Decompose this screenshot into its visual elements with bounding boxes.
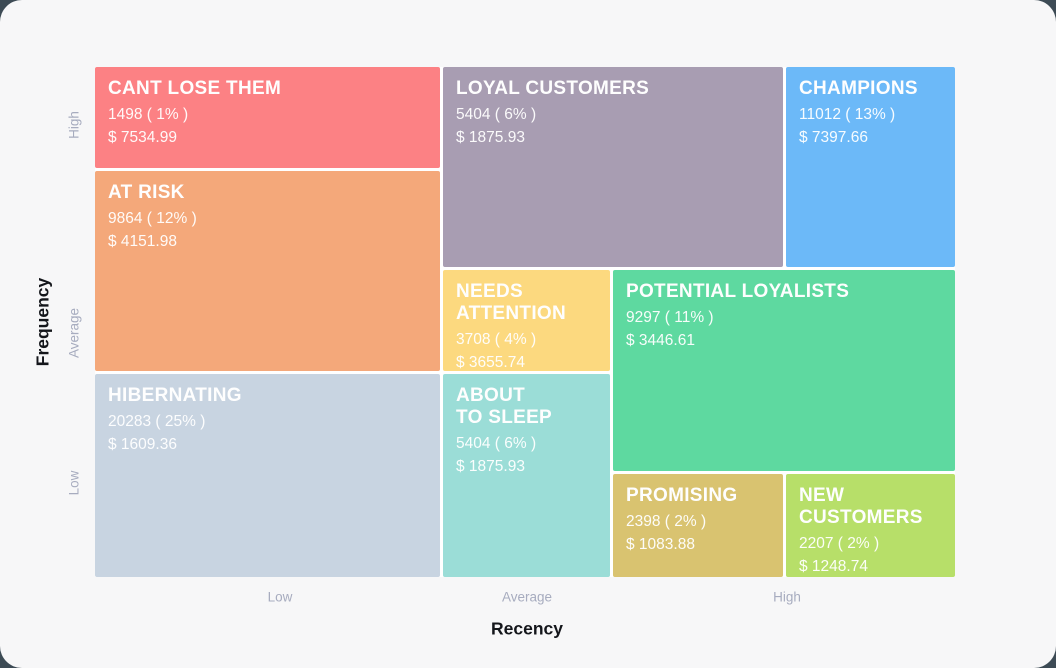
rfm-treemap: CANT LOSE THEM 1498 ( 1% ) $ 7534.99 LOY… [95, 67, 955, 577]
segment-title: POTENTIAL LOYALISTS [626, 281, 850, 302]
segment-title: NEEDS ATTENTION [456, 281, 567, 324]
segment-monetary: $ 7534.99 [108, 129, 177, 146]
segment-new-customers[interactable]: NEW CUSTOMERS 2207 ( 2% ) $ 1248.74 [786, 474, 955, 577]
segment-cant-lose-them[interactable]: CANT LOSE THEM 1498 ( 1% ) $ 7534.99 [95, 67, 440, 168]
segment-potential-loyalists[interactable]: POTENTIAL LOYALISTS 9297 ( 11% ) $ 3446.… [613, 270, 955, 471]
segment-title: ABOUT TO SLEEP [456, 385, 553, 428]
y-tick-low: Low [66, 470, 82, 496]
segment-count: 2398 ( 2% ) [626, 513, 707, 530]
segment-monetary: $ 3655.74 [456, 354, 525, 371]
segment-champions[interactable]: CHAMPIONS 11012 ( 13% ) $ 7397.66 [786, 67, 955, 267]
segment-count: 20283 ( 25% ) [108, 413, 206, 430]
x-tick-high: High [773, 589, 801, 605]
segment-title: AT RISK [108, 182, 185, 203]
segment-hibernating[interactable]: HIBERNATING 20283 ( 25% ) $ 1609.36 [95, 374, 440, 577]
segment-count: 9297 ( 11% ) [626, 309, 714, 326]
segment-monetary: $ 7397.66 [799, 129, 868, 146]
segment-title: PROMISING [626, 485, 738, 506]
segment-count: 9864 ( 12% ) [108, 210, 197, 227]
x-tick-average: Average [501, 589, 553, 605]
segment-loyal-customers[interactable]: LOYAL CUSTOMERS 5404 ( 6% ) $ 1875.93 [443, 67, 783, 267]
segment-title: LOYAL CUSTOMERS [456, 78, 650, 99]
segment-monetary: $ 1609.36 [108, 436, 177, 453]
x-tick-low: Low [267, 589, 293, 605]
segment-count: 3708 ( 4% ) [456, 331, 537, 348]
segment-monetary: $ 1875.93 [456, 458, 525, 475]
segment-count: 5404 ( 6% ) [456, 435, 537, 452]
segment-title: NEW CUSTOMERS [799, 485, 923, 528]
segment-count: 1498 ( 1% ) [108, 106, 189, 123]
segment-monetary: $ 3446.61 [626, 332, 695, 349]
segment-promising[interactable]: PROMISING 2398 ( 2% ) $ 1083.88 [613, 474, 783, 577]
segment-about-to-sleep[interactable]: ABOUT TO SLEEP 5404 ( 6% ) $ 1875.93 [443, 374, 610, 577]
segment-at-risk[interactable]: AT RISK 9864 ( 12% ) $ 4151.98 [95, 171, 440, 371]
segment-monetary: $ 1248.74 [799, 558, 868, 575]
segment-title: CHAMPIONS [799, 78, 918, 99]
y-tick-average: Average [66, 307, 82, 359]
segment-needs-attention[interactable]: NEEDS ATTENTION 3708 ( 4% ) $ 3655.74 [443, 270, 610, 371]
segment-monetary: $ 4151.98 [108, 233, 177, 250]
y-tick-high: High [66, 111, 82, 139]
segment-monetary: $ 1875.93 [456, 129, 525, 146]
y-axis-title: Frequency [32, 277, 53, 367]
segment-count: 5404 ( 6% ) [456, 106, 537, 123]
segment-title: CANT LOSE THEM [108, 78, 282, 99]
segment-count: 11012 ( 13% ) [799, 106, 896, 123]
segment-title: HIBERNATING [108, 385, 242, 406]
segment-monetary: $ 1083.88 [626, 536, 695, 553]
segment-count: 2207 ( 2% ) [799, 535, 880, 552]
x-axis-title: Recency [491, 618, 563, 639]
